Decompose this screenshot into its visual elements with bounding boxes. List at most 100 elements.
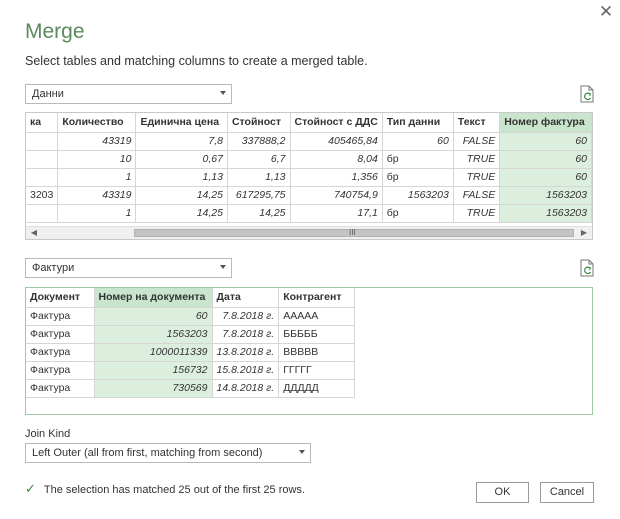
- table-cell: 1563203: [382, 186, 454, 205]
- table-cell: 740754,9: [290, 186, 383, 205]
- table-cell: 1,13: [135, 168, 228, 187]
- dialog-subtitle: Select tables and matching columns to cr…: [25, 54, 368, 68]
- first-table-preview: ка Количество Единична цена Стойност Стойнос…: [25, 112, 593, 240]
- table-cell: FALSE: [453, 186, 501, 205]
- table-cell: 1563203: [94, 325, 213, 344]
- table-cell: 14,25: [135, 186, 228, 205]
- first-table-dropdown[interactable]: Данни: [25, 84, 232, 104]
- table-cell: БББББ: [278, 325, 356, 344]
- table1-column-header[interactable]: ка: [26, 113, 59, 133]
- table-cell: 14.8.2018 г.: [212, 379, 280, 398]
- second-table-dropdown[interactable]: Фактури: [25, 258, 232, 278]
- table-cell: 730569: [94, 379, 213, 398]
- table-cell: 1,356: [290, 168, 383, 187]
- table-cell: [26, 150, 59, 169]
- table-row: 10 0,67 6,7 8,04 бр TRUE 60: [26, 150, 592, 169]
- table-cell: Фактура: [26, 361, 95, 380]
- dialog-title: Merge: [25, 20, 85, 43]
- table-cell: Фактура: [26, 379, 95, 398]
- close-button[interactable]: ✕: [598, 2, 614, 21]
- scroll-right-icon[interactable]: ▶: [580, 228, 588, 237]
- table-row: Фактура 60 7.8.2018 г. ААААА: [26, 307, 356, 326]
- table-cell: Фактура: [26, 325, 95, 344]
- table1-column-header[interactable]: Номер фактура: [499, 113, 592, 133]
- chevron-down-icon: [220, 265, 226, 269]
- chevron-down-icon: [220, 91, 226, 95]
- table-cell: 337888,2: [227, 132, 291, 151]
- table1-column-header[interactable]: Количество: [57, 113, 137, 133]
- second-table-grid: Документ Номер на документа Дата Контрагент…: [26, 288, 356, 398]
- table2-column-header[interactable]: Контрагент: [278, 288, 356, 308]
- table-cell: 10: [57, 150, 137, 169]
- table-cell: 60: [499, 150, 592, 169]
- table-cell: 156732: [94, 361, 213, 380]
- table-cell: [26, 132, 59, 151]
- join-kind-label: Join Kind: [25, 428, 71, 440]
- table-cell: 7.8.2018 г.: [212, 307, 280, 326]
- table-cell: 7.8.2018 г.: [212, 325, 280, 344]
- table-cell: TRUE: [453, 168, 501, 187]
- table1-column-header[interactable]: Текст: [453, 113, 501, 133]
- table-cell: ААААА: [278, 307, 356, 326]
- table-cell: 1000011339: [94, 343, 213, 362]
- table-cell: бр: [382, 168, 454, 187]
- grip-icon: III: [349, 228, 356, 237]
- cancel-button[interactable]: Cancel: [540, 482, 594, 503]
- refresh-preview-icon[interactable]: [579, 259, 595, 277]
- table-cell: 6,7: [227, 150, 291, 169]
- table-cell: 7,8: [135, 132, 228, 151]
- table-cell: 1: [57, 204, 137, 223]
- scroll-left-icon[interactable]: ◀: [30, 228, 38, 237]
- table-cell: [26, 168, 59, 187]
- match-status: ✓ The selection has matched 25 out of the…: [25, 481, 305, 497]
- join-kind-value: Left Outer (all from first, matching fro…: [32, 447, 263, 459]
- first-table-dropdown-value: Данни: [32, 88, 64, 100]
- second-table-dropdown-value: Фактури: [32, 262, 75, 274]
- table-cell: 405465,84: [290, 132, 383, 151]
- table1-column-header[interactable]: Единична цена: [135, 113, 228, 133]
- table-cell: 0,67: [135, 150, 228, 169]
- scrollbar-thumb[interactable]: III: [134, 228, 574, 237]
- table-cell: бр: [382, 150, 454, 169]
- table1-column-header[interactable]: Тип данни: [382, 113, 454, 133]
- table-cell: 60: [499, 132, 592, 151]
- table2-column-header[interactable]: Документ: [26, 288, 95, 308]
- checkmark-icon: ✓: [25, 481, 36, 496]
- table-cell: FALSE: [453, 132, 501, 151]
- table-cell: TRUE: [453, 150, 501, 169]
- table-cell: 1,13: [227, 168, 291, 187]
- first-table-grid: ка Количество Единична цена Стойност Стойнос…: [26, 113, 592, 223]
- table-cell: ВВВВВ: [278, 343, 356, 362]
- table-row: Фактура 730569 14.8.2018 г. ДДДДД: [26, 379, 356, 398]
- table-cell: 43319: [57, 132, 137, 151]
- table-row: Фактура 1000011339 13.8.2018 г. ВВВВВ: [26, 343, 356, 362]
- table-cell: 13.8.2018 г.: [212, 343, 280, 362]
- table-cell: 1: [57, 168, 137, 187]
- table-cell: 1563203: [499, 186, 592, 205]
- table2-column-header[interactable]: Номер на документа: [94, 288, 213, 308]
- match-status-text: The selection has matched 25 out of the …: [43, 484, 305, 496]
- table1-column-header[interactable]: Стойност с ДДС: [290, 113, 383, 133]
- table-cell: 14,25: [227, 204, 291, 223]
- second-table-preview: Документ Номер на документа Дата Контрагент…: [25, 287, 593, 415]
- table-cell: 43319: [57, 186, 137, 205]
- table-cell: ДДДДД: [278, 379, 356, 398]
- table1-column-header[interactable]: Стойност: [227, 113, 291, 133]
- table-cell: 3203: [26, 186, 59, 205]
- table2-column-header[interactable]: Дата: [212, 288, 280, 308]
- horizontal-scrollbar[interactable]: ◀ III ▶: [26, 226, 592, 239]
- join-kind-dropdown[interactable]: Left Outer (all from first, matching fro…: [25, 443, 311, 463]
- table-cell: ГГГГГ: [278, 361, 356, 380]
- table-cell: 17,1: [290, 204, 383, 223]
- table-cell: 14,25: [135, 204, 228, 223]
- table-cell: 1563203: [499, 204, 592, 223]
- table-row: 43319 7,8 337888,2 405465,84 60 FALSE 60: [26, 132, 592, 151]
- table-cell: 60: [94, 307, 213, 326]
- table-row: 3203 43319 14,25 617295,75 740754,9 1563203 FA…: [26, 186, 592, 205]
- table-row: 1 14,25 14,25 17,1 бр TRUE 1563203: [26, 204, 592, 223]
- table-cell: бр: [382, 204, 454, 223]
- chevron-down-icon: [299, 450, 305, 454]
- refresh-preview-icon[interactable]: [579, 85, 595, 103]
- ok-button[interactable]: OK: [476, 482, 529, 503]
- table-row: Фактура 156732 15.8.2018 г. ГГГГГ: [26, 361, 356, 380]
